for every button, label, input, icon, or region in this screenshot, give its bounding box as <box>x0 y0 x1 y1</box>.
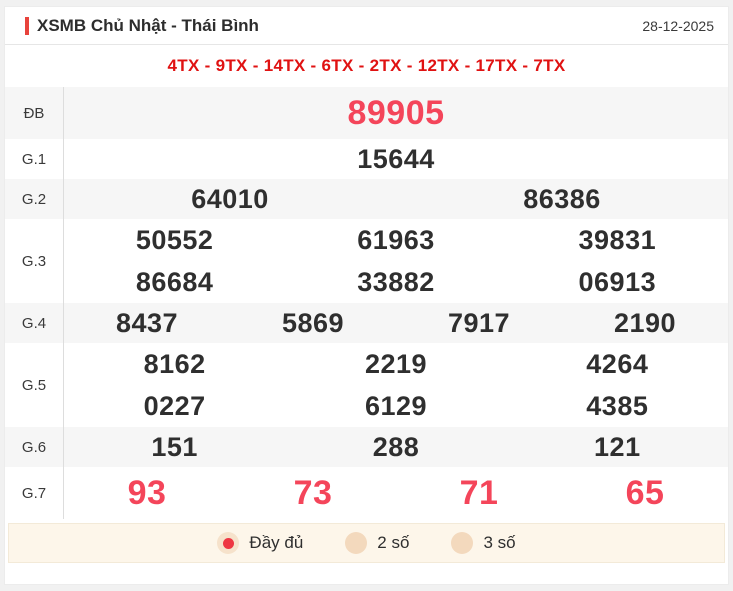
prize-value-special: 65 <box>625 473 665 512</box>
prize-value: 4385 <box>586 390 649 421</box>
lottery-result-card: XSMB Chủ Nhật - Thái Bình 28-12-2025 4TX… <box>4 6 729 585</box>
prize-value: 61963 <box>357 224 435 255</box>
display-mode-bar: Đầy đủ 2 số 3 số <box>8 523 725 563</box>
radio-option[interactable]: Đầy đủ <box>217 532 303 554</box>
prize-value: 2190 <box>613 307 677 338</box>
radio-circle-icon[interactable] <box>451 532 474 554</box>
prize-label: ĐB <box>23 104 45 122</box>
prize-line: 151 288 121 <box>64 427 728 467</box>
prize-row: ĐB 89905 <box>5 87 728 139</box>
radio-circle-icon[interactable] <box>345 532 368 554</box>
prize-label: G.7 <box>21 484 47 502</box>
prize-value: 5869 <box>281 307 345 338</box>
prize-values: 8437 5869 7917 2190 <box>63 303 728 343</box>
prize-row: G.2 64010 86386 <box>5 179 728 219</box>
prize-label: G.4 <box>21 314 47 332</box>
prize-line: 0227 6129 4385 <box>64 385 728 427</box>
prize-values: 8162 2219 4264 0227 6129 4385 <box>63 343 728 427</box>
radio-label: Đầy đủ <box>249 533 304 552</box>
prize-line: 64010 86386 <box>64 179 728 219</box>
prize-value: 4264 <box>586 348 649 379</box>
prize-line: 93 73 71 65 <box>64 467 728 519</box>
prize-value: 121 <box>594 431 641 462</box>
prize-line: 86684 33882 06913 <box>64 261 728 303</box>
prize-value: 6129 <box>364 390 428 421</box>
prize-value: 50552 <box>135 224 214 255</box>
prize-row: G.1 15644 <box>5 139 728 179</box>
prize-values: 93 73 71 65 <box>63 467 728 519</box>
prize-value: 151 <box>151 431 198 462</box>
prize-value-special: 73 <box>293 473 333 512</box>
prize-table: ĐB 89905 G.1 15644 G.2 64010 86386 G.3 50552 6196… <box>5 87 728 519</box>
prize-row: G.6 151 288 121 <box>5 427 728 467</box>
prize-values: 15644 <box>63 139 728 179</box>
radio-label: 2 số <box>377 533 410 552</box>
prize-value-special: 71 <box>459 473 499 512</box>
prize-line: 89905 <box>64 87 728 139</box>
prize-value-special: 89905 <box>347 93 445 132</box>
prize-value: 15644 <box>357 143 435 174</box>
prize-value: 8162 <box>143 348 206 379</box>
prize-value: 288 <box>372 431 420 462</box>
prize-value: 8437 <box>115 307 179 338</box>
prize-values: 64010 86386 <box>63 179 728 219</box>
accent-bar-icon <box>25 16 29 35</box>
radio-label: 3 số <box>483 533 516 552</box>
prize-values: 50552 61963 39831 86684 33882 06913 <box>63 219 728 303</box>
prize-line: 50552 61963 39831 <box>64 219 728 261</box>
prize-value: 0227 <box>143 390 206 421</box>
prize-value: 64010 <box>191 183 269 214</box>
prize-value-special: 93 <box>127 473 167 512</box>
prize-value: 86386 <box>523 183 601 214</box>
prize-row: G.3 50552 61963 39831 86684 33882 06913 <box>5 219 728 303</box>
prize-value: 39831 <box>578 224 657 255</box>
radio-option[interactable]: 3 số <box>451 532 516 554</box>
prize-value: 33882 <box>357 266 435 297</box>
prize-value: 7917 <box>447 307 511 338</box>
prize-label: G.3 <box>21 252 47 270</box>
prize-line: 8162 2219 4264 <box>64 343 728 385</box>
prize-values: 89905 <box>63 87 728 139</box>
tx-summary-line: 4TX - 9TX - 14TX - 6TX - 2TX - 12TX - 17… <box>167 56 566 75</box>
radio-circle-icon[interactable] <box>217 532 240 554</box>
prize-values: 151 288 121 <box>63 427 728 467</box>
prize-row: G.7 93 73 71 65 <box>5 467 728 519</box>
prize-value: 86684 <box>135 266 214 297</box>
page-title: XSMB Chủ Nhật - Thái Bình <box>37 15 259 35</box>
prize-line: 8437 5869 7917 2190 <box>64 303 728 343</box>
prize-line: 15644 <box>64 139 728 179</box>
draw-date: 28-12-2025 <box>642 17 714 34</box>
radio-option[interactable]: 2 số <box>345 532 409 554</box>
prize-label: G.5 <box>21 376 47 394</box>
prize-label: G.2 <box>21 190 47 208</box>
prize-label: G.1 <box>21 150 47 168</box>
title-wrap: XSMB Chủ Nhật - Thái Bình <box>25 16 259 36</box>
prize-value: 06913 <box>578 266 657 297</box>
prize-row: G.5 8162 2219 4264 0227 6129 4385 <box>5 343 728 427</box>
prize-value: 2219 <box>364 348 428 379</box>
radio-dot-icon <box>222 537 234 549</box>
prize-row: G.4 8437 5869 7917 2190 <box>5 303 728 343</box>
card-header: XSMB Chủ Nhật - Thái Bình 28-12-2025 <box>5 7 728 45</box>
prize-label: G.6 <box>21 438 47 456</box>
